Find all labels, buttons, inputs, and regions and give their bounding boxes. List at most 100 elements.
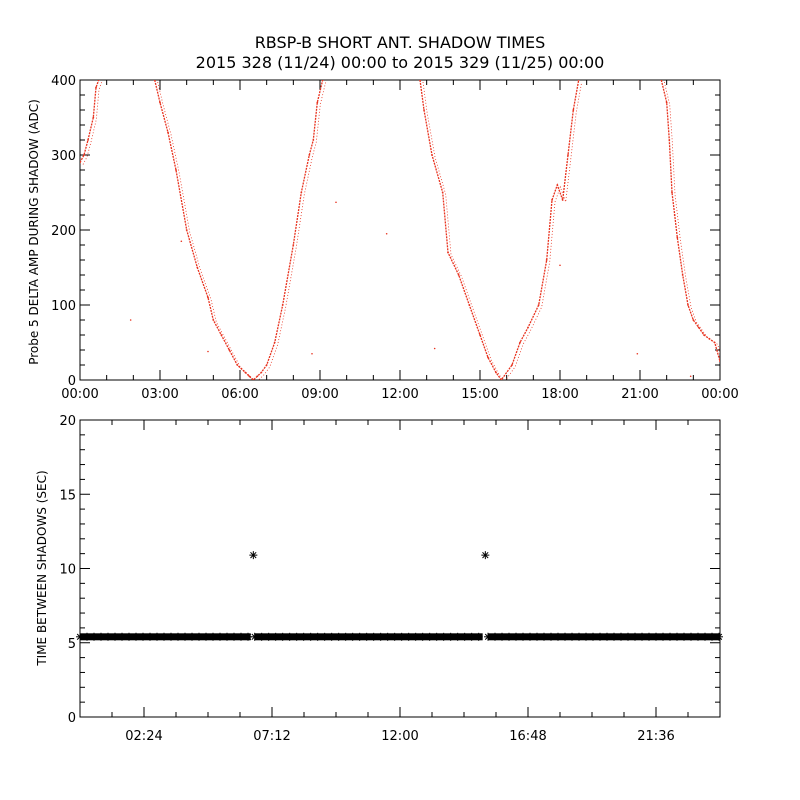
interval-point xyxy=(575,632,583,641)
interval-point xyxy=(257,632,266,641)
amplitude-trace-1 xyxy=(154,80,324,380)
interval-point xyxy=(383,632,392,641)
amplitude-point xyxy=(265,364,268,366)
chart-title: RBSP-B SHORT ANT. SHADOW TIMES xyxy=(255,33,546,52)
amplitude-trace-scatter-1 xyxy=(157,81,327,380)
interval-point xyxy=(505,632,513,641)
amplitude-outlier-point xyxy=(689,375,692,378)
interval-point xyxy=(348,632,357,641)
amplitude-point xyxy=(697,326,700,329)
x-tick-label: 16:48 xyxy=(509,729,546,744)
amplitude-point xyxy=(244,371,247,374)
amplitude-point xyxy=(687,304,689,306)
amplitude-point xyxy=(447,251,449,254)
interval-point xyxy=(292,632,301,641)
x-tick-label: 12:00 xyxy=(381,729,418,744)
amplitude-trace-scatter-0 xyxy=(82,81,103,165)
x-tick-label: 21:36 xyxy=(637,729,674,744)
top-panel-shadow-amplitude: Probe 5 DELTA AMP DURING SHADOW (ADC) 0 1… xyxy=(27,74,739,402)
interval-point xyxy=(250,632,259,641)
interval-point xyxy=(188,632,196,641)
interval-point xyxy=(376,632,385,641)
x-tick-label: 18:00 xyxy=(541,387,578,402)
y-tick-label: 100 xyxy=(51,299,76,314)
interval-point xyxy=(432,632,441,641)
interval-point xyxy=(418,632,427,641)
amplitude-point xyxy=(252,379,255,380)
amplitude-point xyxy=(256,375,259,378)
amplitude-point xyxy=(487,356,489,359)
x-tick-label: 02:24 xyxy=(125,729,162,744)
amplitude-point xyxy=(676,236,679,239)
amplitude-point xyxy=(703,334,705,336)
amplitude-outlier-point xyxy=(636,352,639,355)
amplitude-point xyxy=(468,304,471,306)
interval-point xyxy=(181,632,189,641)
interval-point xyxy=(132,632,140,641)
amplitude-trace-3 xyxy=(660,80,720,362)
interval-point xyxy=(533,632,541,641)
amplitude-trace-2 xyxy=(419,80,580,380)
amplitude-point xyxy=(300,191,303,194)
chart-subtitle: 2015 328 (11/24) 00:00 to 2015 329 (11/2… xyxy=(196,53,605,72)
amplitude-outlier-point xyxy=(335,201,337,204)
interval-point xyxy=(638,632,646,641)
amplitude-point xyxy=(321,80,324,81)
amplitude-outlier-point xyxy=(129,319,132,321)
amplitude-point xyxy=(212,319,215,321)
amplitude-point xyxy=(713,341,716,344)
amplitude-trace-0 xyxy=(80,80,100,163)
amplitude-point xyxy=(719,360,720,363)
amplitude-point xyxy=(167,131,169,134)
amplitude-point xyxy=(273,341,276,344)
amplitude-point xyxy=(248,375,251,378)
interval-point xyxy=(659,632,667,641)
x-tick-label: 07:12 xyxy=(253,729,290,744)
interval-point xyxy=(610,632,618,641)
interval-point xyxy=(666,632,674,641)
interval-point xyxy=(237,632,245,641)
interval-point xyxy=(425,632,434,641)
interval-point xyxy=(320,632,329,641)
x-tick-label: 12:00 xyxy=(381,387,418,402)
interval-point xyxy=(701,632,709,641)
interval-point xyxy=(596,632,604,641)
interval-point xyxy=(554,632,562,641)
interval-point xyxy=(111,632,119,641)
interval-point xyxy=(264,632,273,641)
y-tick-label: 0 xyxy=(68,374,76,389)
interval-point xyxy=(561,632,569,641)
amplitude-point xyxy=(681,274,684,276)
interval-point xyxy=(446,632,455,641)
amplitude-point xyxy=(479,334,481,336)
amplitude-point xyxy=(185,229,188,231)
bottom-panel-time-between-shadows: TIME BETWEEN SHADOWS (SEC) 0 5 10 15 20 02:24… xyxy=(35,414,723,744)
interval-point xyxy=(167,632,175,641)
amplitude-point xyxy=(316,101,319,104)
amplitude-point xyxy=(457,274,460,276)
amplitude-point xyxy=(708,337,711,340)
interval-point xyxy=(139,632,147,641)
interval-point xyxy=(327,632,336,641)
interval-point xyxy=(467,632,476,641)
amplitude-point xyxy=(175,169,177,171)
plot-frame xyxy=(79,79,721,381)
interval-point xyxy=(631,632,639,641)
amplitude-outlier-point xyxy=(311,352,313,355)
interval-point xyxy=(390,632,399,641)
amplitude-point xyxy=(97,80,100,81)
amplitude-outlier-point xyxy=(385,232,388,235)
amplitude-point xyxy=(671,191,673,194)
amplitude-point xyxy=(665,101,668,104)
interval-point xyxy=(453,632,462,641)
interval-point xyxy=(76,632,84,641)
interval-point xyxy=(526,632,534,641)
top-panel-y-axis-label: Probe 5 DELTA AMP DURING SHADOW (ADC) xyxy=(27,99,41,365)
amplitude-point xyxy=(692,319,695,321)
y-tick-label: 300 xyxy=(51,149,76,164)
interval-point xyxy=(146,632,154,641)
interval-point xyxy=(362,632,371,641)
amplitude-outlier-point xyxy=(559,264,561,267)
amplitude-point xyxy=(292,244,295,246)
